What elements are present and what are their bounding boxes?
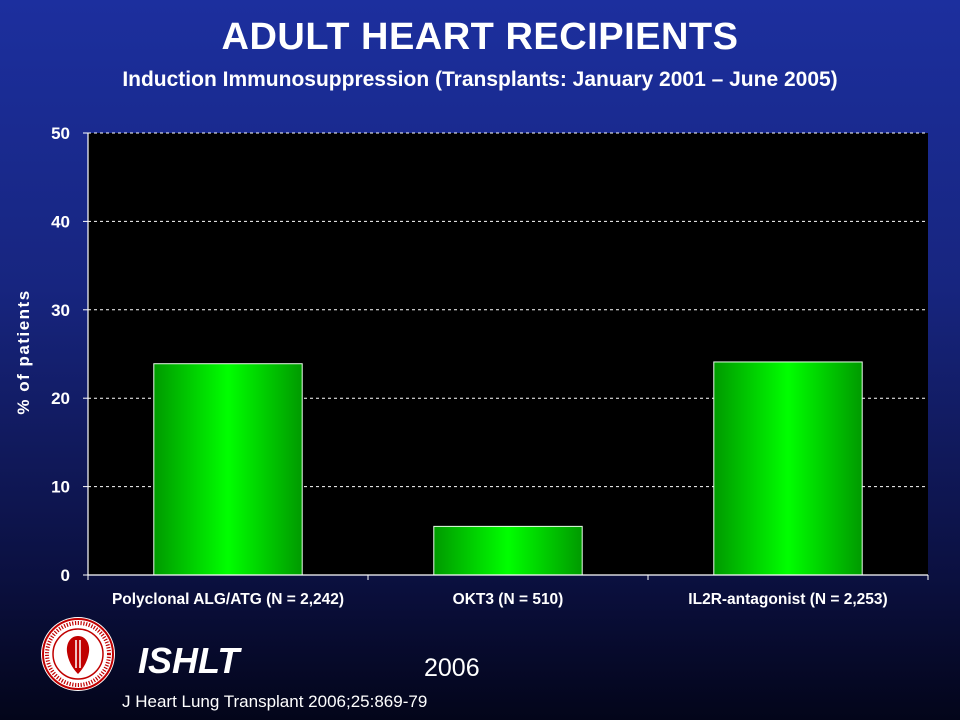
y-tick-label: 20 bbox=[51, 389, 70, 408]
year-label: 2006 bbox=[424, 654, 480, 682]
y-axis-title: % of patients bbox=[14, 289, 33, 414]
organization-label: ISHLT bbox=[138, 640, 240, 681]
y-tick-label: 30 bbox=[51, 301, 70, 320]
y-tick-label: 10 bbox=[51, 478, 70, 497]
citation-text: J Heart Lung Transplant 2006;25:869-79 bbox=[122, 692, 428, 711]
page-title: ADULT HEART RECIPIENTS bbox=[221, 16, 739, 58]
bar-2 bbox=[433, 525, 583, 576]
bar-3 bbox=[713, 361, 863, 576]
x-category-label: IL2R-antagonist (N = 2,253) bbox=[688, 591, 887, 608]
x-category-label: OKT3 (N = 510) bbox=[453, 591, 564, 608]
y-tick-label: 0 bbox=[61, 566, 70, 585]
ishlt-seal-icon bbox=[41, 617, 115, 691]
bar-1 bbox=[153, 363, 303, 576]
page-subtitle: Induction Immunosuppression (Transplants… bbox=[122, 68, 838, 91]
y-tick-label: 50 bbox=[51, 124, 70, 143]
y-tick-label: 40 bbox=[51, 212, 70, 231]
x-category-label: Polyclonal ALG/ATG (N = 2,242) bbox=[112, 591, 344, 608]
